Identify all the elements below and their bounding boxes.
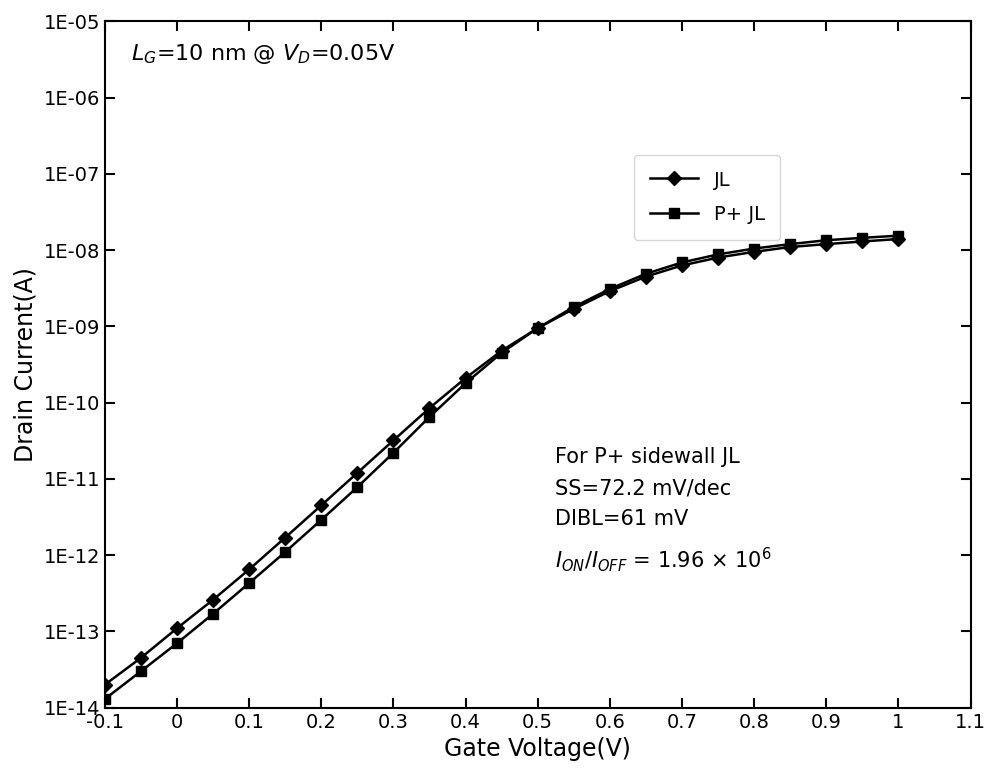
P+ JL: [279, 547, 291, 556]
JL: [892, 234, 904, 243]
JL: [351, 468, 363, 477]
JL: [387, 436, 399, 445]
P+ JL: [532, 323, 544, 332]
P+ JL: [748, 244, 760, 253]
P+ JL: [387, 448, 399, 457]
Legend: JL, P+ JL: JL, P+ JL: [634, 155, 780, 240]
JL: [712, 253, 724, 262]
Text: For P+ sidewall JL
SS=72.2 mV/dec
DIBL=61 mV
$I_{ON}/I_{OFF}$ = 1.96 × 10$^6$: For P+ sidewall JL SS=72.2 mV/dec DIBL=6…: [555, 447, 771, 574]
JL: [856, 237, 868, 246]
P+ JL: [351, 483, 363, 492]
JL: [460, 374, 472, 383]
P+ JL: [640, 269, 652, 278]
JL: [207, 595, 219, 604]
P+ JL: [892, 231, 904, 240]
JL: [279, 533, 291, 542]
JL: [315, 501, 327, 510]
P+ JL: [207, 609, 219, 618]
P+ JL: [496, 348, 508, 357]
P+ JL: [423, 412, 435, 422]
X-axis label: Gate Voltage(V): Gate Voltage(V): [444, 737, 631, 761]
JL: [568, 305, 580, 314]
Text: $L_G$=10 nm @ $V_D$=0.05V: $L_G$=10 nm @ $V_D$=0.05V: [131, 42, 395, 66]
JL: [820, 239, 832, 249]
P+ JL: [99, 694, 111, 704]
JL: [676, 261, 688, 270]
JL: [496, 346, 508, 356]
P+ JL: [820, 236, 832, 245]
P+ JL: [135, 666, 147, 676]
JL: [604, 287, 616, 296]
P+ JL: [676, 258, 688, 267]
JL: [135, 653, 147, 663]
P+ JL: [856, 233, 868, 243]
Y-axis label: Drain Current(A): Drain Current(A): [14, 267, 38, 462]
P+ JL: [460, 378, 472, 388]
P+ JL: [568, 302, 580, 312]
P+ JL: [315, 515, 327, 525]
JL: [784, 243, 796, 252]
JL: [423, 404, 435, 413]
P+ JL: [604, 284, 616, 294]
JL: [171, 624, 183, 633]
P+ JL: [784, 239, 796, 249]
Line: P+ JL: P+ JL: [100, 231, 903, 704]
JL: [99, 680, 111, 690]
JL: [243, 565, 255, 574]
Line: JL: JL: [100, 234, 903, 690]
JL: [748, 247, 760, 257]
JL: [640, 272, 652, 281]
P+ JL: [243, 578, 255, 587]
P+ JL: [171, 639, 183, 648]
P+ JL: [712, 250, 724, 259]
JL: [532, 323, 544, 332]
